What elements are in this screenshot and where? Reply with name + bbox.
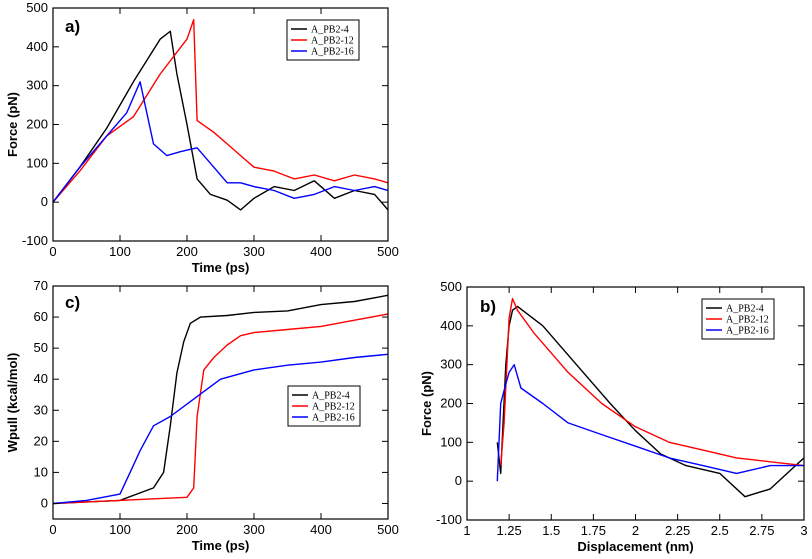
legend-entry: A_PB2-12 bbox=[311, 36, 354, 47]
series-line-c-1 bbox=[53, 313, 388, 505]
y-tick-label: 0 bbox=[41, 194, 48, 209]
x-tick-label: 200 bbox=[176, 522, 198, 537]
legend-entry: A_PB2-16 bbox=[311, 47, 354, 58]
y-tick-label: 40 bbox=[34, 371, 48, 386]
y-tick-label: 400 bbox=[440, 318, 462, 333]
y-axis-label: Force (pN) bbox=[419, 371, 434, 436]
x-axis-label: Time (ps) bbox=[192, 260, 250, 275]
x-tick-label: 300 bbox=[243, 522, 265, 537]
legend-entry: A_PB2-12 bbox=[726, 315, 769, 326]
series-line-a-0 bbox=[53, 30, 388, 211]
x-tick-label: 500 bbox=[377, 244, 399, 259]
y-axis-label: Force (pN) bbox=[5, 92, 20, 157]
x-tick-label: 2.75 bbox=[749, 523, 774, 538]
series-group bbox=[496, 297, 804, 498]
panel-label: b) bbox=[480, 297, 496, 316]
x-tick-label: 1.75 bbox=[581, 523, 606, 538]
panel-b: 1 1.25 1.5 1.75 2 2.25 2.5 2.75 3 -100 0 100 200 300 4… bbox=[419, 279, 808, 554]
y-tick-label: 0 bbox=[455, 473, 462, 488]
panel-a: 0 100 200 300 400 500-1000100200300400500Time… bbox=[5, 0, 399, 275]
y-tick-label: 200 bbox=[440, 396, 462, 411]
plot-frame bbox=[52, 285, 389, 520]
x-tick-label: 200 bbox=[176, 244, 198, 259]
series-group bbox=[53, 294, 388, 505]
legend-entry: A_PB2-4 bbox=[312, 391, 350, 402]
series-line-b-2 bbox=[496, 364, 804, 482]
x-tick-label: 1.5 bbox=[542, 523, 560, 538]
x-axis-label: Displacement (nm) bbox=[577, 539, 693, 554]
y-tick-label: 50 bbox=[34, 340, 48, 355]
y-axis-label: Wpull (kcal/mol) bbox=[5, 353, 20, 453]
y-tick-label: 100 bbox=[26, 155, 48, 170]
y-tick-label: 60 bbox=[34, 309, 48, 324]
y-tick-label: 10 bbox=[34, 464, 48, 479]
series-line-b-1 bbox=[500, 297, 804, 467]
legend: A_PB2-4A_PB2-12A_PB2-16 bbox=[287, 385, 361, 427]
y-tick-label: 100 bbox=[440, 434, 462, 449]
y-tick-label: -100 bbox=[436, 512, 462, 527]
x-tick-label: 1 bbox=[463, 523, 470, 538]
series-line-a-2 bbox=[53, 81, 388, 203]
y-tick-label: -100 bbox=[22, 233, 48, 248]
x-axis-label: Time (ps) bbox=[192, 538, 250, 553]
y-tick-label: 300 bbox=[26, 78, 48, 93]
y-tick-label: 20 bbox=[34, 433, 48, 448]
x-tick-label: 1.25 bbox=[496, 523, 521, 538]
x-tick-label: 500 bbox=[377, 522, 399, 537]
legend-entry: A_PB2-16 bbox=[312, 413, 355, 424]
y-tick-label: 70 bbox=[34, 278, 48, 293]
x-tick-label: 100 bbox=[109, 244, 131, 259]
y-tick-label: 30 bbox=[34, 402, 48, 417]
legend-entry: A_PB2-16 bbox=[726, 326, 769, 337]
x-tick-label: 300 bbox=[243, 244, 265, 259]
x-tick-label: 100 bbox=[109, 522, 131, 537]
series-group bbox=[53, 19, 388, 211]
legend: A_PB2-4A_PB2-12A_PB2-16 bbox=[286, 19, 360, 61]
x-tick-label: 2.5 bbox=[711, 523, 729, 538]
x-tick-label: 3 bbox=[800, 523, 807, 538]
y-tick-label: 500 bbox=[440, 279, 462, 294]
legend: A_PB2-4A_PB2-12A_PB2-16 bbox=[701, 298, 775, 340]
y-tick-label: 300 bbox=[440, 357, 462, 372]
legend-entry: A_PB2-4 bbox=[726, 304, 764, 315]
y-tick-label: 0 bbox=[41, 495, 48, 510]
series-line-a-1 bbox=[53, 19, 388, 203]
legend-entry: A_PB2-12 bbox=[312, 402, 355, 413]
x-tick-label: 2.25 bbox=[665, 523, 690, 538]
x-tick-label: 0 bbox=[49, 244, 56, 259]
x-tick-label: 400 bbox=[310, 244, 332, 259]
x-tick-label: 400 bbox=[310, 522, 332, 537]
panel-label: a) bbox=[65, 17, 80, 36]
series-line-c-2 bbox=[53, 353, 388, 505]
panel-label: c) bbox=[65, 293, 80, 312]
x-tick-label: 2 bbox=[632, 523, 639, 538]
y-tick-label: 200 bbox=[26, 117, 48, 132]
panel-c: 0 100 200 300 400 500 0 10 20 30 40 50 60 70 Time (ps)… bbox=[5, 278, 399, 553]
y-tick-label: 400 bbox=[26, 39, 48, 54]
legend-entry: A_PB2-4 bbox=[311, 25, 349, 36]
x-tick-label: 0 bbox=[49, 522, 56, 537]
series-line-c-0 bbox=[53, 294, 388, 505]
y-tick-label: 500 bbox=[26, 0, 48, 15]
